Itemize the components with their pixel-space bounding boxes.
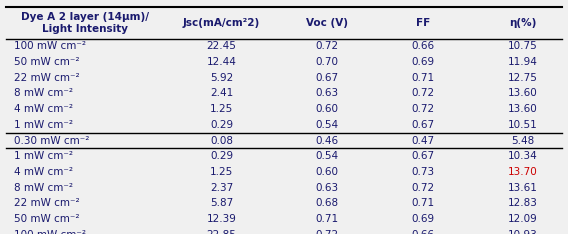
Text: FF: FF xyxy=(416,18,431,28)
Text: 0.70: 0.70 xyxy=(315,57,338,67)
Text: 0.71: 0.71 xyxy=(412,198,435,208)
Text: 22.85: 22.85 xyxy=(207,230,236,234)
Text: 22.45: 22.45 xyxy=(207,41,236,51)
Text: 0.72: 0.72 xyxy=(412,183,435,193)
Text: 22 mW cm⁻²: 22 mW cm⁻² xyxy=(14,73,80,83)
Text: 1 mW cm⁻²: 1 mW cm⁻² xyxy=(14,151,73,161)
Text: 0.72: 0.72 xyxy=(412,104,435,114)
Text: 0.66: 0.66 xyxy=(412,41,435,51)
Text: 0.67: 0.67 xyxy=(315,73,338,83)
Text: 100 mW cm⁻²: 100 mW cm⁻² xyxy=(14,230,86,234)
Text: 0.68: 0.68 xyxy=(315,198,338,208)
Text: 11.94: 11.94 xyxy=(508,57,537,67)
Text: 0.54: 0.54 xyxy=(315,120,338,130)
Text: 10.75: 10.75 xyxy=(508,41,537,51)
Text: 8 mW cm⁻²: 8 mW cm⁻² xyxy=(14,183,73,193)
Text: 5.87: 5.87 xyxy=(210,198,233,208)
Text: Voc (V): Voc (V) xyxy=(306,18,348,28)
Text: 0.71: 0.71 xyxy=(315,214,338,224)
Text: η(%): η(%) xyxy=(509,18,536,28)
Text: 4 mW cm⁻²: 4 mW cm⁻² xyxy=(14,167,73,177)
Text: 0.72: 0.72 xyxy=(315,230,338,234)
Text: 2.41: 2.41 xyxy=(210,88,233,99)
Text: 0.30 mW cm⁻²: 0.30 mW cm⁻² xyxy=(14,135,90,146)
Text: 50 mW cm⁻²: 50 mW cm⁻² xyxy=(14,214,80,224)
Text: 1.25: 1.25 xyxy=(210,167,233,177)
Text: 13.61: 13.61 xyxy=(508,183,537,193)
Text: 0.73: 0.73 xyxy=(412,167,435,177)
Text: 10.93: 10.93 xyxy=(508,230,537,234)
Text: 0.67: 0.67 xyxy=(412,120,435,130)
Text: 12.44: 12.44 xyxy=(207,57,236,67)
Text: 10.51: 10.51 xyxy=(508,120,537,130)
Text: 0.60: 0.60 xyxy=(315,167,338,177)
Text: 8 mW cm⁻²: 8 mW cm⁻² xyxy=(14,88,73,99)
Text: 10.34: 10.34 xyxy=(508,151,537,161)
Text: 12.75: 12.75 xyxy=(508,73,537,83)
Text: 0.72: 0.72 xyxy=(412,88,435,99)
Text: 0.54: 0.54 xyxy=(315,151,338,161)
Text: 0.71: 0.71 xyxy=(412,73,435,83)
Text: 0.29: 0.29 xyxy=(210,120,233,130)
Text: 4 mW cm⁻²: 4 mW cm⁻² xyxy=(14,104,73,114)
Text: 13.70: 13.70 xyxy=(508,167,537,177)
Text: 0.08: 0.08 xyxy=(210,135,233,146)
Text: 0.69: 0.69 xyxy=(412,214,435,224)
Text: 50 mW cm⁻²: 50 mW cm⁻² xyxy=(14,57,80,67)
Text: 0.66: 0.66 xyxy=(412,230,435,234)
Text: 100 mW cm⁻²: 100 mW cm⁻² xyxy=(14,41,86,51)
Text: 0.67: 0.67 xyxy=(412,151,435,161)
Text: 0.60: 0.60 xyxy=(315,104,338,114)
Text: 0.63: 0.63 xyxy=(315,183,338,193)
Text: 5.92: 5.92 xyxy=(210,73,233,83)
Text: 0.72: 0.72 xyxy=(315,41,338,51)
Text: 1 mW cm⁻²: 1 mW cm⁻² xyxy=(14,120,73,130)
Text: 22 mW cm⁻²: 22 mW cm⁻² xyxy=(14,198,80,208)
Text: 12.39: 12.39 xyxy=(207,214,236,224)
Text: 12.09: 12.09 xyxy=(508,214,537,224)
Text: 13.60: 13.60 xyxy=(508,104,537,114)
Text: 12.83: 12.83 xyxy=(508,198,537,208)
Text: 0.29: 0.29 xyxy=(210,151,233,161)
Text: 0.47: 0.47 xyxy=(412,135,435,146)
Text: Jsc(mA/cm²2): Jsc(mA/cm²2) xyxy=(183,18,260,28)
Text: 13.60: 13.60 xyxy=(508,88,537,99)
Text: 0.69: 0.69 xyxy=(412,57,435,67)
Text: 0.63: 0.63 xyxy=(315,88,338,99)
Text: 0.46: 0.46 xyxy=(315,135,338,146)
Text: 1.25: 1.25 xyxy=(210,104,233,114)
Text: 2.37: 2.37 xyxy=(210,183,233,193)
Text: Dye A 2 layer (14μm)/
Light Intensity: Dye A 2 layer (14μm)/ Light Intensity xyxy=(21,12,149,34)
Text: 5.48: 5.48 xyxy=(511,135,534,146)
